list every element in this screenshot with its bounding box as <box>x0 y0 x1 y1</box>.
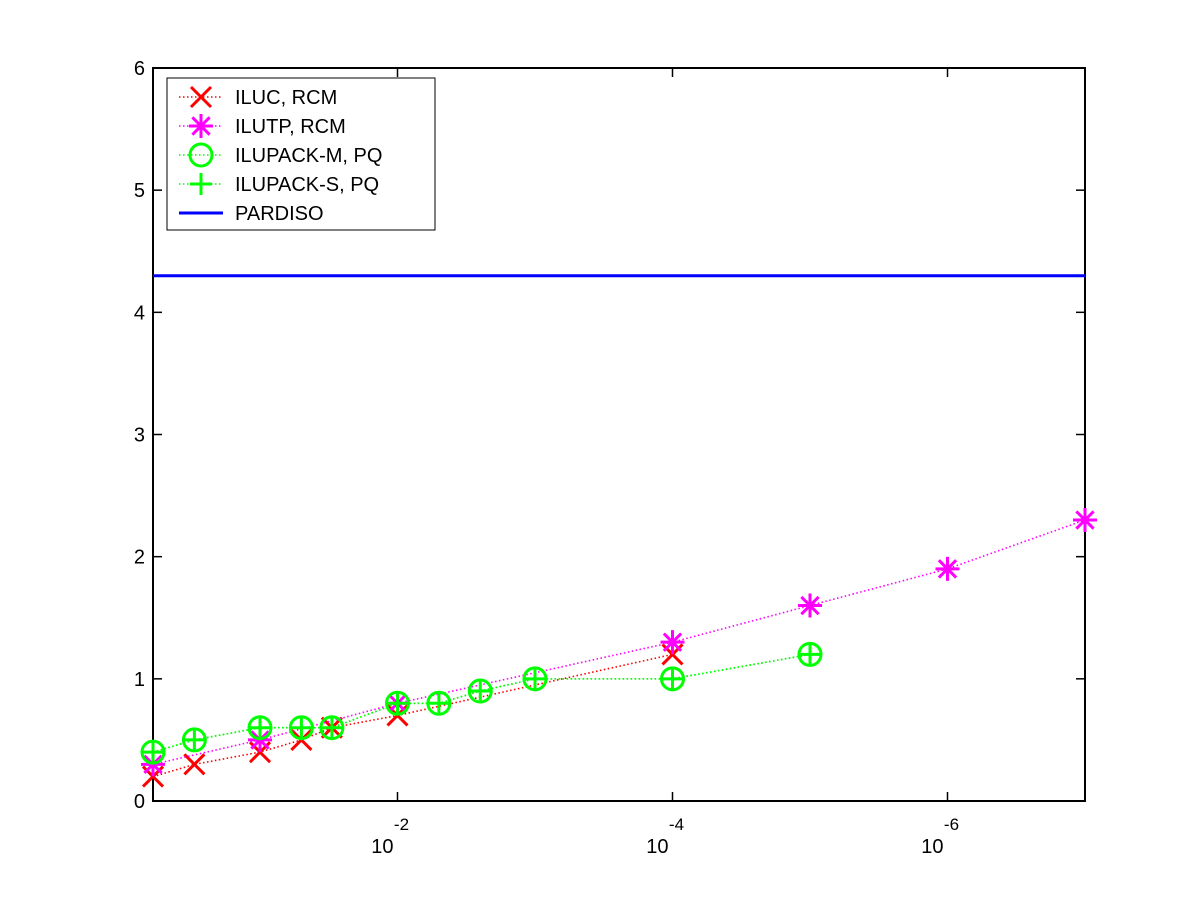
legend-marker <box>190 173 212 195</box>
x-tick-label-exponent: -4 <box>669 815 684 834</box>
legend-label: ILUTP, RCM <box>235 116 346 138</box>
x-tick-label-base: 10 <box>371 836 393 858</box>
legend-label: ILUPACK-M, PQ <box>235 145 382 167</box>
data-point <box>935 556 960 581</box>
legend: ILUC, RCM ILUTP, RCM ILUPACK-M, PQ ILUPACK-… <box>166 77 436 231</box>
legend-label: ILUPACK-S, PQ <box>235 174 379 196</box>
y-tick-label: 4 <box>134 302 145 324</box>
legend-marker <box>188 142 214 168</box>
data-point <box>320 716 343 739</box>
legend-marker <box>189 114 213 138</box>
data-point <box>661 667 684 690</box>
data-point <box>386 692 409 715</box>
y-tick-label: 6 <box>134 58 145 80</box>
x-tick-label-base: 10 <box>646 836 668 858</box>
series-layer <box>140 274 1097 788</box>
data-point <box>798 643 821 666</box>
data-point <box>183 728 206 751</box>
data-point <box>797 593 822 618</box>
legend-marker <box>189 85 213 109</box>
data-point <box>1073 508 1097 533</box>
x-tick-label-exponent: -6 <box>944 815 959 834</box>
y-tick-label: 2 <box>134 547 145 569</box>
data-point <box>523 667 546 690</box>
series-4 <box>142 643 821 764</box>
data-point <box>142 741 164 764</box>
data-point <box>427 692 450 715</box>
data-point <box>660 630 685 655</box>
data-point <box>290 716 313 739</box>
legend-label: PARDISO <box>235 203 324 225</box>
y-tick-label: 1 <box>134 669 145 691</box>
data-point <box>183 753 206 776</box>
x-tick-label-base: 10 <box>921 836 943 858</box>
data-point <box>469 680 492 703</box>
y-tick-label: 3 <box>134 425 145 447</box>
y-tick-label: 5 <box>134 180 145 202</box>
data-point <box>248 716 271 739</box>
y-tick-label: 0 <box>134 791 145 813</box>
legend-label: ILUC, RCM <box>235 87 337 109</box>
x-tick-label-exponent: -2 <box>394 815 409 834</box>
